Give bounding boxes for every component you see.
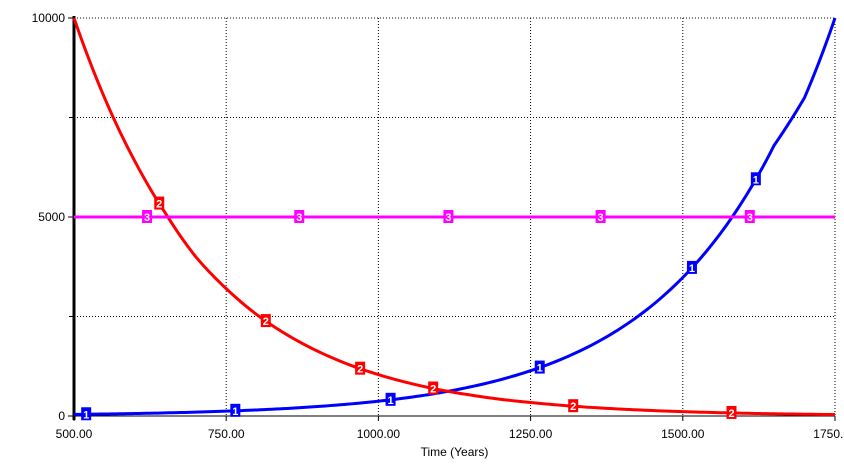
series-2: 2 2 2 2 2 2	[72, 17, 836, 420]
x-axis-label: Time (Years)	[421, 445, 489, 459]
series-marker-label: 1	[83, 409, 89, 421]
series-marker-label: 1	[689, 263, 695, 275]
series-marker-label: 3	[598, 212, 604, 224]
x-tick-label: 500.00	[56, 427, 93, 441]
x-tick-label: 1250.00	[509, 427, 553, 441]
series-marker-label: 2	[570, 401, 576, 413]
series-marker-bg	[428, 381, 439, 395]
series-marker-label: 3	[296, 212, 302, 224]
series-marker-bg	[81, 407, 92, 421]
series-marker-label: 1	[388, 395, 394, 407]
series-marker-bg	[260, 314, 271, 328]
series-marker-label: 2	[156, 199, 162, 211]
series-marker-label: 2	[430, 383, 436, 395]
x-tick-label: 750.00	[208, 427, 245, 441]
series-marker-bg	[443, 210, 454, 223]
series-marker-bg	[355, 361, 366, 375]
series-line-1	[73, 17, 837, 416]
y-tick-label: 5000	[38, 210, 65, 224]
series-marker-bg	[750, 172, 761, 186]
series-marker-bg	[534, 360, 545, 374]
series-marker-bg	[686, 260, 697, 274]
series-marker-bg	[726, 405, 737, 419]
series-marker-label: 1	[753, 174, 759, 186]
y-tick-label: 0	[58, 409, 65, 423]
series-marker-label: 2	[728, 408, 734, 420]
series-marker-bg	[230, 403, 241, 417]
series-marker-bg	[595, 210, 606, 223]
x-tick-label: 1000.00	[357, 427, 401, 441]
series-marker-label: 1	[537, 363, 543, 375]
series-marker-label: 3	[144, 212, 150, 224]
series-marker-bg	[294, 210, 305, 223]
series-marker-label: 2	[263, 316, 269, 328]
tick-labels: 0 5000 10000 500.00 750.00 1000.00 1250.00 1500…	[32, 11, 844, 441]
series-marker-bg	[385, 392, 396, 406]
series-marker-bg	[744, 210, 755, 223]
series-marker-bg	[142, 210, 153, 223]
series-3: 3 3 3 3 3	[73, 210, 836, 224]
series-marker-bg	[568, 399, 579, 413]
x-tick-label: 1750.00	[813, 427, 844, 441]
series-marker-bg	[154, 196, 165, 210]
y-tick-label: 10000	[32, 11, 66, 25]
x-tick-label: 1500.00	[661, 427, 705, 441]
series-marker-label: 3	[445, 212, 451, 224]
series-1: 1 1 1 1 1 1	[73, 17, 837, 421]
series-marker-label: 2	[357, 364, 363, 376]
series-line-2	[72, 17, 836, 417]
series-marker-label: 1	[232, 406, 238, 418]
series-marker-label: 3	[747, 212, 753, 224]
